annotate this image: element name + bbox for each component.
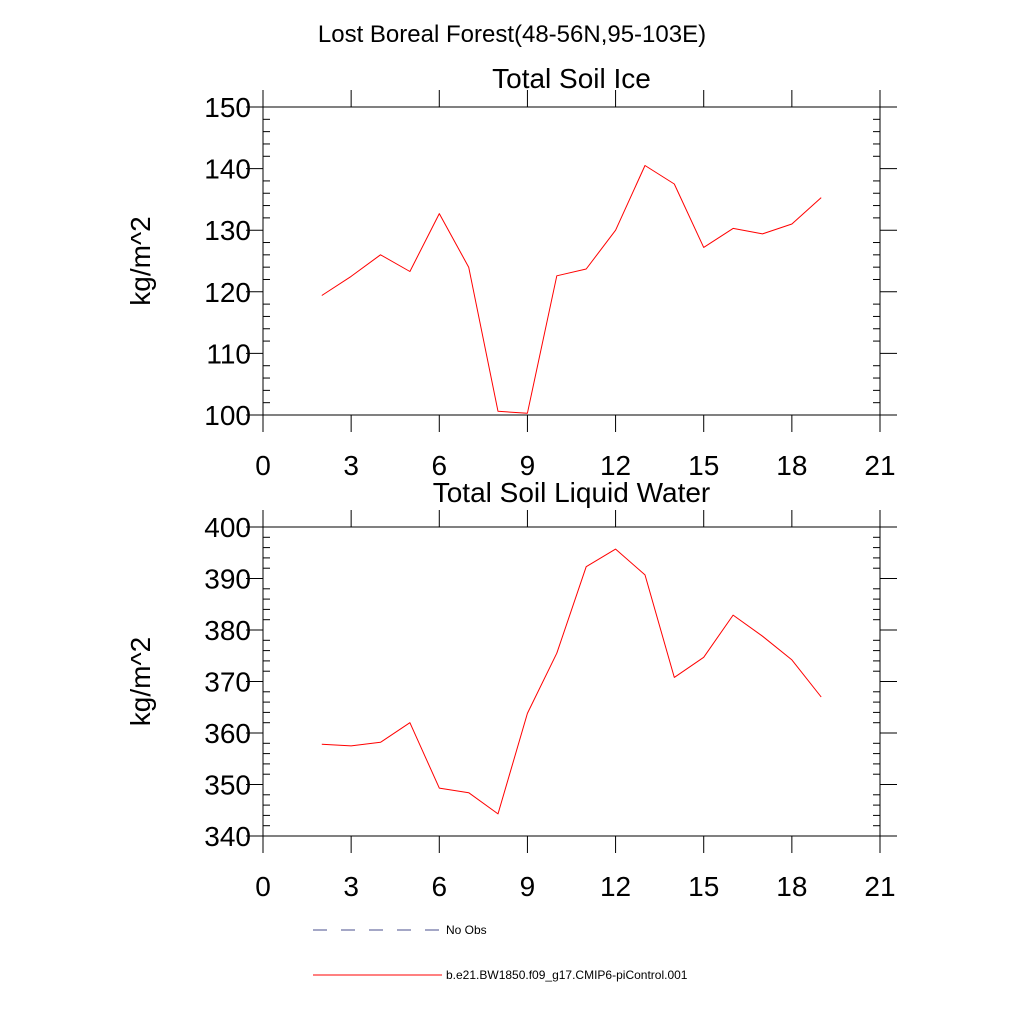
- chart1-y-axis-label: kg/m^2: [125, 216, 156, 305]
- chart1-x-tick-label: 3: [343, 450, 359, 481]
- legend: No Obs b.e21.BW1850.f09_g17.CMIP6-piContr…: [313, 923, 688, 982]
- chart2-y-tick-label: 340: [204, 821, 251, 852]
- chart1-x-tick-label: 21: [864, 450, 895, 481]
- chart2-x-tick-label: 3: [343, 871, 359, 902]
- chart-panel-1: Total Soil Ice kg/m^2 100 110 120 130 140 150 0 3…: [125, 63, 897, 481]
- chart2-title: Total Soil Liquid Water: [433, 477, 711, 508]
- chart2-x-tick-label: 18: [776, 871, 807, 902]
- chart2-series-line-1: [321, 548, 822, 815]
- chart2-y-tick-label: 400: [204, 512, 251, 543]
- chart1-series-line-1: [321, 165, 822, 414]
- chart2-x-tick-label: 6: [431, 871, 447, 902]
- chart1-y-tick-label: 140: [204, 154, 251, 185]
- chart1-plot-frame: [262, 106, 881, 416]
- chart1-x-tick-label: 6: [431, 450, 447, 481]
- chart1-y-tick-label: 100: [204, 400, 251, 431]
- chart1-y-tick-label: 150: [204, 92, 251, 123]
- chart2-y-tick-label: 370: [204, 667, 251, 698]
- chart1-y-tick-label: 120: [204, 277, 251, 308]
- chart2-y-tick-label: 350: [204, 770, 251, 801]
- chart2-y-axis-label: kg/m^2: [125, 637, 156, 726]
- chart2-y-tick-label: 380: [204, 615, 251, 646]
- chart2-x-tick-label: 9: [520, 871, 536, 902]
- legend-label-1: No Obs: [446, 923, 487, 937]
- chart2-x-tick-label: 12: [600, 871, 631, 902]
- chart2-y-tick-label: 360: [204, 718, 251, 749]
- main-title: Lost Boreal Forest(48-56N,95-103E): [318, 21, 706, 48]
- chart2-x-tick-label: 0: [255, 871, 271, 902]
- chart2-y-tick-label: 390: [204, 564, 251, 595]
- chart1-y-tick-label: 110: [206, 338, 251, 369]
- chart1-x-tick-label: 9: [520, 450, 536, 481]
- chart2-x-tick-label: 15: [688, 871, 719, 902]
- legend-label-2: b.e21.BW1850.f09_g17.CMIP6-piControl.001: [446, 968, 688, 982]
- chart1-x-tick-label: 12: [600, 450, 631, 481]
- chart1-x-tick-label: 15: [688, 450, 719, 481]
- chart1-x-tick-label: 18: [776, 450, 807, 481]
- chart1-x-tick-label: 0: [255, 450, 271, 481]
- chart2-x-tick-label: 21: [864, 871, 895, 902]
- chart-panel-2: Total Soil Liquid Waterkg/m^234035036037…: [125, 477, 897, 902]
- chart1-y-tick-label: 130: [204, 215, 251, 246]
- chart1-title: Total Soil Ice: [492, 63, 651, 94]
- chart2-plot-frame: [262, 526, 881, 837]
